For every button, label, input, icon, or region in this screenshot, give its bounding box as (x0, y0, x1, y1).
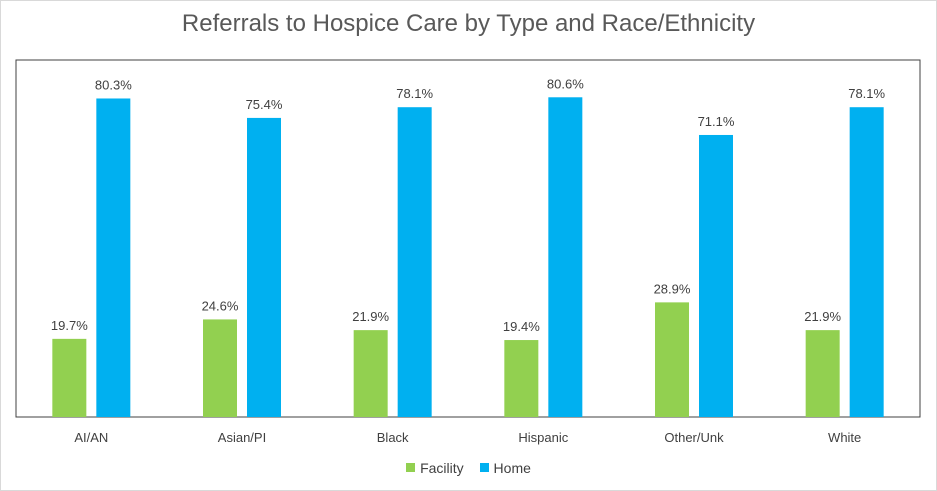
bar-facility-black (353, 330, 388, 417)
legend-label-facility: Facility (420, 459, 464, 476)
bar-home-ai-an (96, 98, 131, 417)
data-label-home-asian-pi: 75.4% (246, 97, 283, 112)
legend-item-facility: Facility (406, 460, 464, 476)
bar-home-hispanic (548, 97, 583, 417)
data-label-home-other-unk: 71.1% (698, 114, 735, 129)
chart-legend: Facility Home (0, 459, 937, 476)
x-tick-label-hispanic: Hispanic (518, 430, 568, 445)
legend-swatch-home (479, 463, 489, 472)
data-label-facility-ai-an: 19.7% (51, 318, 88, 333)
data-label-facility-hispanic: 19.4% (503, 319, 540, 334)
x-tick-label-white: White (828, 430, 861, 445)
bar-home-other-unk (699, 134, 733, 417)
chart-title: Referrals to Hospice Care by Type and Ra… (181, 10, 756, 37)
bar-facility-hispanic (504, 340, 539, 417)
data-label-home-black: 78.1% (396, 86, 433, 101)
bar-facility-asian-pi (203, 319, 237, 417)
data-label-facility-asian-pi: 24.6% (202, 298, 239, 313)
bar-home-white (849, 107, 884, 417)
data-label-facility-black: 21.9% (352, 309, 389, 324)
data-label-facility-other-unk: 28.9% (654, 281, 691, 296)
bar-facility-ai-an (52, 338, 87, 417)
x-tick-label-black: Black (377, 430, 409, 445)
legend-swatch-facility (406, 463, 416, 472)
data-label-facility-white: 21.9% (804, 309, 841, 324)
legend-item-home: Home (479, 459, 531, 476)
legend-label-home: Home (493, 459, 531, 476)
x-tick-label-asian-pi: Asian/PI (218, 430, 266, 445)
x-tick-label-other-unk: Other/Unk (664, 430, 724, 445)
bar-home-asian-pi (247, 117, 281, 417)
x-tick-label-ai-an: AI/AN (74, 430, 108, 445)
bar-facility-white (805, 330, 840, 417)
data-label-home-hispanic: 80.6% (547, 76, 584, 91)
bar-facility-other-unk (655, 302, 689, 417)
data-label-home-ai-an: 80.3% (95, 77, 132, 92)
data-label-home-white: 78.1% (848, 86, 885, 101)
plot-area-border (15, 59, 921, 418)
bar-home-black (397, 107, 432, 417)
